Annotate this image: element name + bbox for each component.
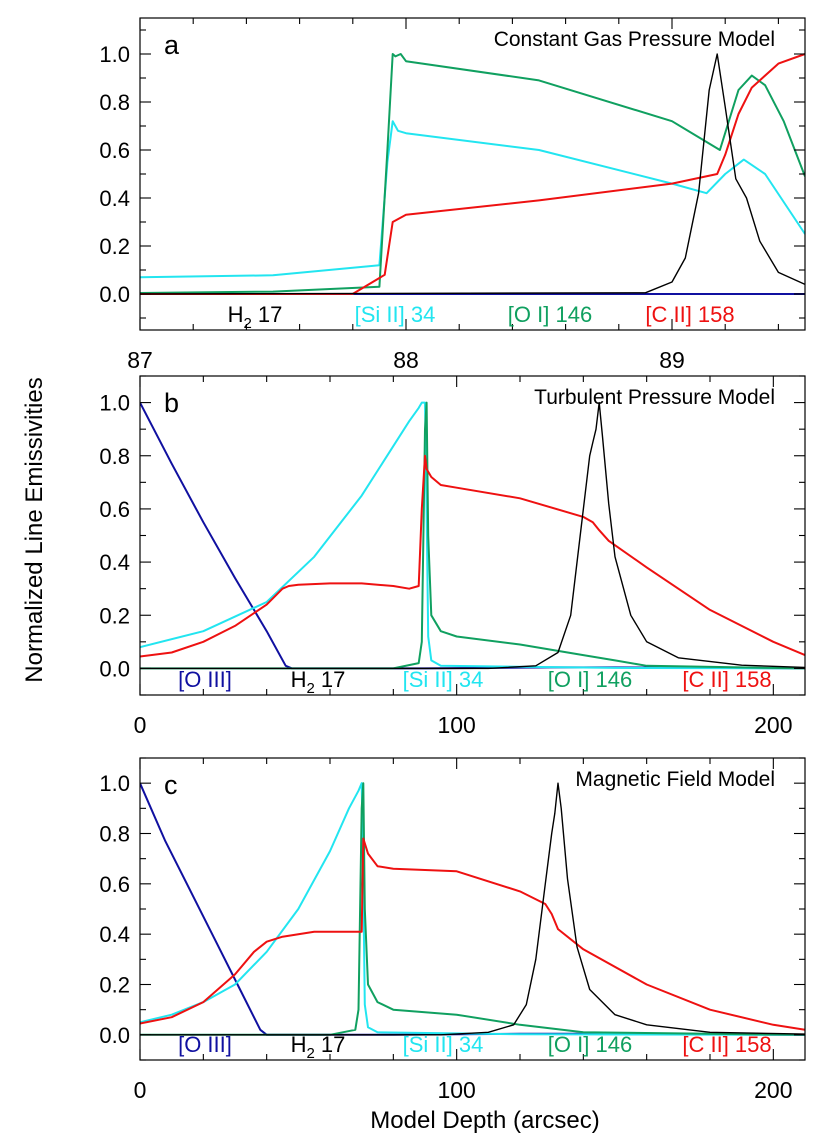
- legend-label-b: [O I] 146: [548, 667, 632, 692]
- panel-letter-b: b: [164, 388, 179, 418]
- series-line-b-1: [140, 401, 805, 670]
- figure-y-axis-label: Normalized Line Emissivities: [21, 377, 48, 682]
- legend-label-b: H2 17: [291, 667, 346, 697]
- legend-label-b: [O III]: [178, 667, 232, 692]
- y-tick-label-a: 0.2: [99, 234, 130, 259]
- series-line-b-0: [140, 402, 805, 670]
- x-tick-label-b: 0: [134, 712, 147, 738]
- legend-label-c: H2 17: [291, 1032, 346, 1062]
- plot-frame-b: [139, 375, 806, 696]
- legend-label-a: H2 17: [228, 302, 283, 332]
- x-tick-label-b: 100: [437, 712, 475, 738]
- x-tick-label-c: 0: [134, 1077, 147, 1103]
- series-line-b-4: [140, 401, 805, 670]
- series-line-a-1: [140, 120, 805, 279]
- x-tick-label-a: 89: [659, 347, 685, 373]
- figure-x-axis-label: Model Depth (arcsec): [370, 1107, 599, 1134]
- y-tick-label-a: 1.0: [99, 42, 130, 67]
- y-tick-label-b: 0.4: [99, 550, 130, 575]
- y-tick-label-b: 0.8: [99, 444, 130, 469]
- legend-label-c: [C II] 158: [682, 1032, 771, 1057]
- y-tick-label-a: 0.4: [99, 186, 130, 211]
- panel-b: 0 100 200 0.0 0.2 0.4 0.6 0.8 1.0 b Turbulent Pres…: [99, 375, 806, 738]
- series-line-c-1: [140, 782, 805, 1036]
- series-line-c-4: [140, 782, 805, 1036]
- panel-title-a: Constant Gas Pressure Model: [494, 28, 775, 51]
- y-tick-label-a: 0.6: [99, 138, 130, 163]
- legend-label-a: [Si II] 34: [355, 302, 436, 327]
- series-line-a-3: [140, 53, 805, 295]
- y-tick-label-b: 0.0: [99, 656, 130, 681]
- series-line-b-3: [140, 454, 805, 658]
- x-tick-label-c: 200: [754, 1077, 792, 1103]
- y-tick-label-b: 0.2: [99, 603, 130, 628]
- y-tick-label-c: 0.4: [99, 922, 130, 947]
- y-tick-label-c: 1.0: [99, 771, 130, 796]
- y-tick-label-c: 0.6: [99, 872, 130, 897]
- x-tick-label-a: 88: [393, 347, 419, 373]
- x-tick-label-a: 87: [127, 347, 153, 373]
- plot-frame-a: [139, 17, 806, 331]
- x-tick-label-c: 100: [437, 1077, 475, 1103]
- series-line-c-3: [140, 837, 805, 1031]
- y-tick-label-c: 0.2: [99, 973, 130, 998]
- series-line-a-2: [140, 53, 805, 294]
- y-tick-label-c: 0.8: [99, 822, 130, 847]
- legend-label-c: [Si II] 34: [403, 1032, 484, 1057]
- panel-a: 87 88 89 0.0 0.2 0.4 0.6 0.8 1.0 a Constant Gas Pr…: [99, 17, 806, 373]
- y-tick-label-c: 0.0: [99, 1023, 130, 1048]
- x-tick-label-b: 200: [754, 712, 792, 738]
- legend-label-a: [O I] 146: [508, 302, 592, 327]
- legend-label-b: [C II] 158: [682, 667, 771, 692]
- plot-frame-c: [139, 757, 806, 1061]
- legend-label-b: [Si II] 34: [403, 667, 484, 692]
- y-tick-label-b: 1.0: [99, 391, 130, 416]
- panel-letter-a: a: [164, 30, 180, 60]
- series-line-c-0: [140, 782, 805, 1036]
- series-line-b-2: [140, 401, 805, 670]
- legend-label-c: [O III]: [178, 1032, 232, 1057]
- y-tick-label-a: 0.0: [99, 282, 130, 307]
- y-tick-label-b: 0.6: [99, 497, 130, 522]
- legend-label-c: [O I] 146: [548, 1032, 632, 1057]
- series-line-a-4: [140, 53, 805, 295]
- panel-title-b: Turbulent Pressure Model: [534, 386, 775, 409]
- panel-title-c: Magnetic Field Model: [575, 768, 775, 791]
- y-tick-label-a: 0.8: [99, 90, 130, 115]
- panel-letter-c: c: [164, 770, 178, 800]
- series-line-c-2: [140, 782, 805, 1036]
- legend-label-a: [C II] 158: [645, 302, 734, 327]
- panel-c: 0 100 200 0.0 0.2 0.4 0.6 0.8 1.0 c Magnetic Field…: [99, 757, 806, 1103]
